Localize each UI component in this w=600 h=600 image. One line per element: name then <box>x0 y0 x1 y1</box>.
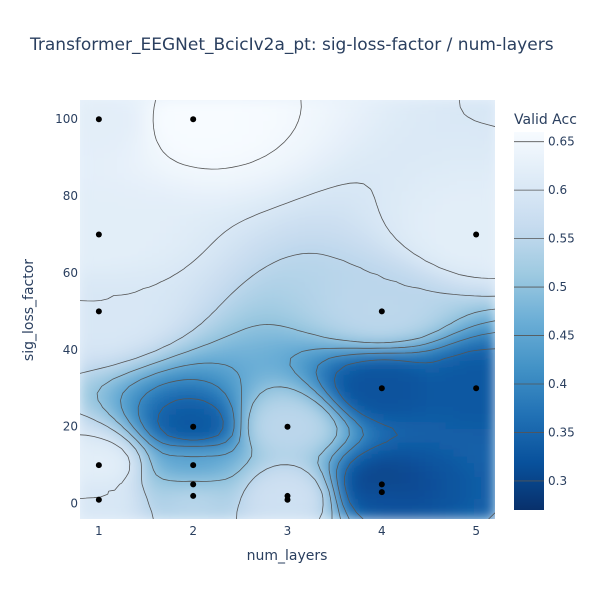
colorbar-tick-label: 0.45 <box>548 329 575 343</box>
chart-title: Transformer_EEGNet_BcicIv2a_pt: sig-loss… <box>29 35 554 55</box>
x-axis-label: num_layers <box>247 548 328 564</box>
y-tick-label: 60 <box>63 266 78 280</box>
contour-line <box>137 332 495 519</box>
colorbar-title: Valid Acc <box>514 112 577 128</box>
y-tick-label: 80 <box>63 189 78 203</box>
y-tick-label: 100 <box>55 112 78 126</box>
data-point <box>95 496 102 503</box>
y-tick-label: 40 <box>63 343 78 357</box>
data-point <box>95 462 102 469</box>
contour-line <box>157 348 495 519</box>
data-point <box>95 231 102 238</box>
data-point <box>95 308 102 315</box>
data-point <box>378 481 385 488</box>
y-tick-label: 0 <box>70 497 78 511</box>
y-axis-ticks: 0 20 40 60 80 100 <box>55 112 78 510</box>
data-point <box>284 423 291 430</box>
data-points <box>95 116 480 503</box>
data-point <box>190 116 197 123</box>
x-tick-label: 4 <box>378 524 386 538</box>
y-tick-label: 20 <box>63 420 78 434</box>
data-point <box>95 116 102 123</box>
colorbar-tick-label: 0.6 <box>548 183 567 197</box>
data-point <box>190 462 197 469</box>
data-point <box>473 231 480 238</box>
colorbar-ticks: 0.3 0.35 0.4 0.45 0.5 0.55 0.6 0.65 <box>514 135 575 488</box>
colorbar-tick-label: 0.5 <box>548 280 567 294</box>
colorbar: Valid Acc 0.3 0.35 0.4 0.45 0.5 0.55 0.6 0.65 <box>514 112 577 510</box>
data-point <box>190 423 197 430</box>
colorbar-tick-label: 0.65 <box>548 135 575 149</box>
data-point <box>378 489 385 496</box>
x-axis-ticks: 1 2 3 4 5 <box>95 524 480 538</box>
colorbar-tick-label: 0.35 <box>548 425 575 439</box>
contour-line <box>120 320 495 519</box>
heatmap-layer <box>80 100 495 519</box>
x-tick-label: 3 <box>284 524 292 538</box>
colorbar-tick-label: 0.4 <box>548 377 567 391</box>
y-axis-label: sig_loss_factor <box>21 259 37 361</box>
contour-line <box>152 100 302 170</box>
plot-area <box>80 100 495 519</box>
data-point <box>378 308 385 315</box>
x-tick-label: 1 <box>95 524 103 538</box>
contour-line <box>80 252 495 519</box>
x-tick-label: 5 <box>472 524 480 538</box>
contour-line <box>80 100 495 499</box>
data-point <box>284 496 291 503</box>
data-point <box>190 481 197 488</box>
colorbar-tick-label: 0.55 <box>548 232 575 246</box>
data-point <box>190 492 197 499</box>
colorbar-tick-label: 0.3 <box>548 474 567 488</box>
contour-lines <box>80 100 495 519</box>
colorbar-gradient <box>514 132 544 510</box>
x-tick-label: 2 <box>189 524 197 538</box>
data-point <box>473 385 480 392</box>
data-point <box>378 385 385 392</box>
contour-line <box>96 308 495 519</box>
